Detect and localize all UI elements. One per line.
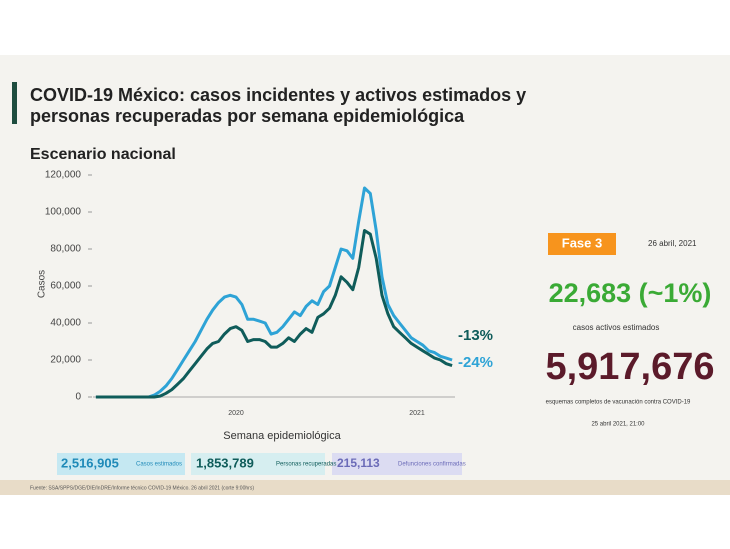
vaccinated-date: 25 abril 2021, 21:00: [591, 422, 645, 428]
annotation: -24%: [458, 354, 493, 371]
box-label: Casos estimados: [136, 462, 182, 468]
y-tick-label: 60,000: [50, 281, 81, 292]
y-tick-label: 20,000: [50, 355, 81, 366]
box-value: 215,113: [337, 456, 380, 470]
y-tick-label: 120,000: [45, 170, 82, 181]
x-axis-label: Semana epidemiológica: [223, 430, 341, 442]
box-label: Personas recuperadas: [276, 462, 336, 468]
y-tick-label: 40,000: [50, 318, 81, 329]
footer: Fuente: SSA/SPPS/DGE/DIE/InDRE/Informe t…: [30, 485, 254, 491]
active-label: casos activos estimados: [573, 323, 660, 332]
y-tick-label: 100,000: [45, 207, 82, 218]
y-tick-label: 0: [75, 392, 81, 403]
box: [57, 453, 185, 475]
box: [332, 453, 462, 475]
title-accent: [12, 82, 17, 124]
date: 26 abril, 2021: [648, 239, 697, 248]
subtitle: Escenario nacional: [30, 146, 176, 163]
series-line: [95, 186, 453, 399]
box-value: 1,853,789: [196, 455, 254, 470]
box: [191, 453, 325, 475]
y-tick-label: 80,000: [50, 244, 81, 255]
x-tick-label: 2020: [228, 410, 244, 417]
vaccinated-label: esquemas completos de vacunación contra …: [546, 400, 691, 406]
active-cases: 22,683 (~1%): [549, 278, 712, 308]
phase-badge: [548, 233, 616, 255]
footer-band: [0, 480, 730, 495]
slide-background: [0, 55, 730, 495]
title: personas recuperadas por semana epidemio…: [30, 106, 465, 126]
annotation: -13%: [458, 327, 493, 344]
x-tick-label: 2021: [409, 410, 425, 417]
phase: Fase 3: [562, 235, 602, 250]
y-axis-label: Casos: [37, 270, 48, 298]
series-line: [95, 229, 453, 399]
box-label: Defunciones confirmadas: [398, 462, 466, 468]
box-value: 2,516,905: [61, 455, 119, 470]
title: COVID-19 México: casos incidentes y acti…: [30, 85, 526, 105]
vaccinated: 5,917,676: [545, 346, 714, 388]
